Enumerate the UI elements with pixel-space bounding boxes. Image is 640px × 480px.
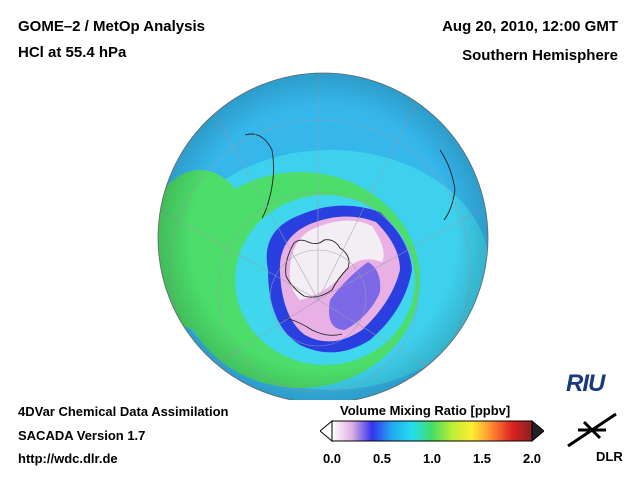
dlr-logo-text: DLR xyxy=(596,449,623,464)
colorbar-tick: 1.5 xyxy=(472,451,492,466)
colorbar-right-arrow xyxy=(531,420,544,442)
colorbar-gradient xyxy=(331,420,533,442)
title-region: Southern Hemisphere xyxy=(462,47,618,64)
colorbar-tick: 0.5 xyxy=(372,451,392,466)
title-date: Aug 20, 2010, 12:00 GMT xyxy=(442,18,618,35)
globe-outline xyxy=(157,72,489,400)
footer-url[interactable]: http://wdc.dlr.de xyxy=(18,451,118,466)
colorbar-tick: 2.0 xyxy=(522,451,542,466)
colorbar-tick: 0.0 xyxy=(322,451,342,466)
footer-method: 4DVar Chemical Data Assimilation xyxy=(18,404,229,419)
footer-version: SACADA Version 1.7 xyxy=(18,428,146,443)
colorbar-title: Volume Mixing Ratio [ppbv] xyxy=(340,403,511,418)
colorbar xyxy=(320,420,544,442)
dlr-logo-icon xyxy=(567,412,617,448)
colorbar-left-arrow xyxy=(320,420,333,442)
riu-logo: RIU xyxy=(566,370,605,397)
title-species: HCl at 55.4 hPa xyxy=(18,44,127,61)
colorbar-tick: 1.0 xyxy=(422,451,442,466)
hcl-globe-map xyxy=(157,72,489,400)
title-instrument: GOME–2 / MetOp Analysis xyxy=(18,18,205,35)
